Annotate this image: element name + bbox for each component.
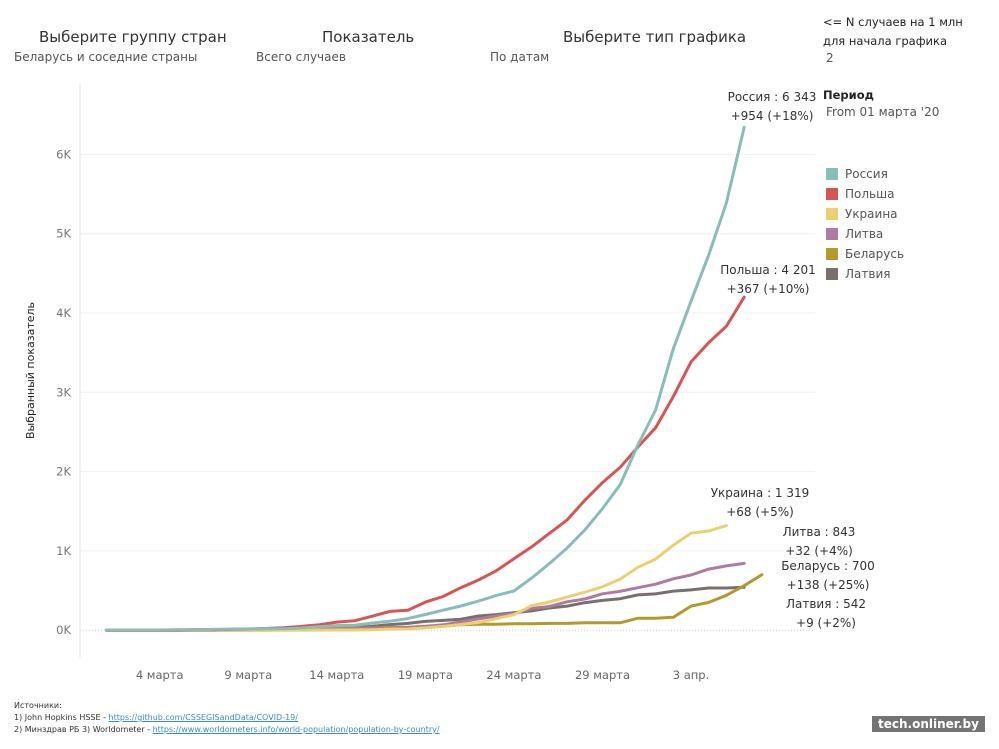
legend-label: Литва <box>845 227 884 241</box>
end-label-value: Россия : 6 343 <box>728 90 817 104</box>
x-tick-label: 14 марта <box>309 668 364 682</box>
worldometer-source-link[interactable]: https://www.worldometers.info/world-popu… <box>152 725 440 734</box>
legend-label: Польша <box>845 187 895 201</box>
legend-item-belarus[interactable]: Беларусь <box>826 244 904 264</box>
y-tick-label: 2K <box>56 465 71 479</box>
x-tick-label: 24 марта <box>486 668 541 682</box>
legend-swatch <box>826 168 838 180</box>
x-tick-label: 3 апр. <box>673 668 710 682</box>
legend-item-lithuania[interactable]: Литва <box>826 224 904 244</box>
legend-item-ukraine[interactable]: Украина <box>826 204 904 224</box>
jhu-source-link[interactable]: https://github.com/CSSEGISandData/COVID-… <box>108 713 298 722</box>
period-value[interactable]: From 01 марта '20 <box>826 105 940 119</box>
legend-item-russia[interactable]: Россия <box>826 164 904 184</box>
threshold-title-line2: для начала графика <box>823 34 948 48</box>
chart-type-filter-title: Выберите тип графика <box>563 28 747 46</box>
sources-line-1-text: 1) John Hopkins HSSE - <box>14 713 109 722</box>
legend-item-poland[interactable]: Польша <box>826 184 904 204</box>
legend-swatch <box>826 188 838 200</box>
period-title: Период <box>823 88 874 102</box>
x-tick-label: 29 марта <box>575 668 630 682</box>
end-label-change: +68 (+5%) <box>726 505 794 519</box>
sources-line-2-text: 2) Минздрав РБ 3) Worldometer - <box>14 725 153 734</box>
indicator-filter-value[interactable]: Всего случаев <box>256 50 346 64</box>
y-tick-label: 6K <box>56 147 71 161</box>
legend-swatch <box>826 268 838 280</box>
legend-swatch <box>826 228 838 240</box>
y-tick-label: 5K <box>56 227 71 241</box>
y-tick-label: 0K <box>56 623 71 637</box>
group-filter-title: Выберите группу стран <box>39 28 227 46</box>
y-tick-label: 3K <box>56 385 71 399</box>
legend-label: Россия <box>845 167 888 181</box>
end-label-value: Польша : 4 201 <box>720 263 815 277</box>
end-label-change: +367 (+10%) <box>727 282 810 296</box>
legend-label: Беларусь <box>845 247 905 261</box>
x-tick-label: 19 марта <box>398 668 453 682</box>
sources: Источники: 1) John Hopkins HSSE - https:… <box>14 700 440 736</box>
watermark: tech.onliner.by <box>872 716 985 732</box>
x-tick-label: 9 марта <box>224 668 272 682</box>
sources-line-1: 1) John Hopkins HSSE - https://github.co… <box>14 712 440 724</box>
end-label-value: Литва : 843 <box>783 525 856 539</box>
legend: Россия Польша Украина Литва Беларусь Лат… <box>826 164 904 284</box>
end-label-value: Беларусь : 700 <box>781 559 875 573</box>
y-tick-label: 4K <box>56 306 71 320</box>
series-line-0[interactable] <box>105 125 746 632</box>
legend-label: Украина <box>845 207 898 221</box>
series-line-2[interactable] <box>105 524 728 632</box>
series-line-5[interactable] <box>105 585 746 632</box>
x-tick-label: 4 марта <box>136 668 184 682</box>
threshold-title-line1: <= N случаев на 1 млн <box>823 15 963 29</box>
end-label-change: +138 (+25%) <box>787 578 870 592</box>
sources-heading: Источники: <box>14 701 62 710</box>
end-label-value: Украина : 1 319 <box>711 486 810 500</box>
group-filter-value[interactable]: Беларусь и соседние страны <box>14 50 198 64</box>
y-axis-title: Выбранный показатель <box>24 302 37 439</box>
legend-item-latvia[interactable]: Латвия <box>826 264 904 284</box>
legend-swatch <box>826 208 838 220</box>
end-label-change: +32 (+4%) <box>785 544 853 558</box>
y-tick-label: 1K <box>56 544 71 558</box>
threshold-value[interactable]: 2 <box>826 51 834 65</box>
end-label-change: +954 (+18%) <box>731 109 814 123</box>
legend-swatch <box>826 248 838 260</box>
series-line-1[interactable] <box>105 295 746 632</box>
legend-label: Латвия <box>845 267 891 281</box>
sources-line-2: 2) Минздрав РБ 3) Worldometer - https://… <box>14 724 440 736</box>
chart-type-filter-value[interactable]: По датам <box>490 50 550 64</box>
line-chart: 0K 1K 2K 3K 4K 5K 6K 4 марта 9 марта 14 марта 19 м… <box>24 83 876 682</box>
indicator-filter-title: Показатель <box>322 28 415 46</box>
end-label-value: Латвия : 542 <box>786 597 866 611</box>
end-label-change: +9 (+2%) <box>796 616 856 630</box>
